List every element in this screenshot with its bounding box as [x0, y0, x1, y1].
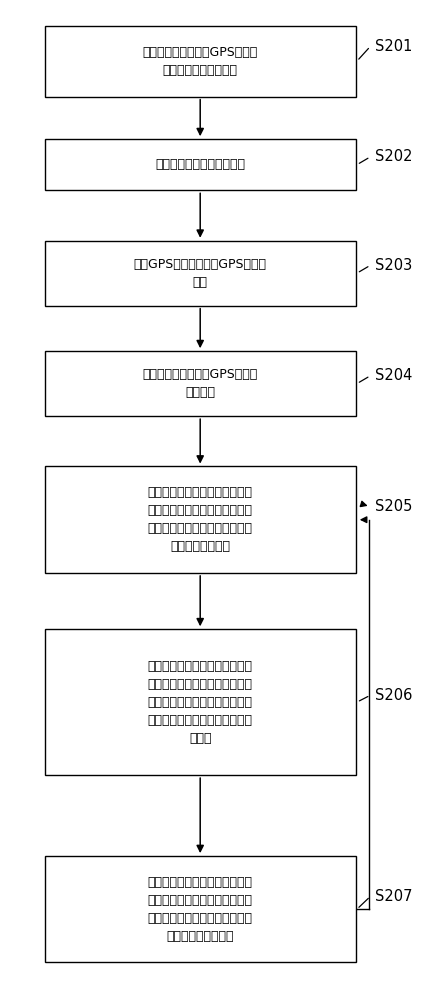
Text: S202: S202: [375, 149, 412, 164]
FancyBboxPatch shape: [45, 856, 355, 962]
Text: 测控基带设备记录解调出的每一
遥测帧的第一比特上升沿对应的
本地时刻，形成本地时间码，连
同遥测帧数据发送至测控中心管
理设备: 测控基带设备记录解调出的每一 遥测帧的第一比特上升沿对应的 本地时刻，形成本地时…: [148, 660, 253, 745]
Text: S206: S206: [375, 688, 412, 703]
Text: 打开GPS接收机，输出GPS秒脉冲
信号: 打开GPS接收机，输出GPS秒脉冲 信号: [134, 258, 267, 289]
Text: 测控中心管理设备从接收到的数
据中读取测控基带设备的本地时
刻以及卫星时刻，计算二者相对
于同一基准的时间差: 测控中心管理设备从接收到的数 据中读取测控基带设备的本地时 刻以及卫星时刻，计算…: [148, 876, 253, 943]
FancyBboxPatch shape: [45, 139, 355, 190]
Text: 设置测控基带设备为外时统: 设置测控基带设备为外时统: [155, 158, 245, 171]
Text: 星载计算机将每一遥测帧的第一
比特上升沿对应的星上时刻，形
成星上时间码，装入遥测帧，并
送应答机进行调制: 星载计算机将每一遥测帧的第一 比特上升沿对应的星上时刻，形 成星上时间码，装入遥…: [148, 486, 253, 553]
FancyBboxPatch shape: [45, 629, 355, 775]
FancyBboxPatch shape: [45, 241, 355, 306]
Text: S205: S205: [375, 499, 412, 514]
Text: S203: S203: [375, 258, 412, 273]
FancyBboxPatch shape: [45, 26, 355, 97]
Text: S204: S204: [375, 368, 412, 383]
FancyBboxPatch shape: [45, 466, 355, 573]
Text: S201: S201: [375, 39, 412, 54]
Text: 设置星载计算机进行GPS秒脉冲
校时状态: 设置星载计算机进行GPS秒脉冲 校时状态: [143, 368, 258, 399]
FancyBboxPatch shape: [45, 351, 355, 416]
Text: S207: S207: [375, 889, 412, 904]
Text: 设备及软件初始化，GPS时统设
备工作并输出时统信号: 设备及软件初始化，GPS时统设 备工作并输出时统信号: [143, 46, 258, 77]
